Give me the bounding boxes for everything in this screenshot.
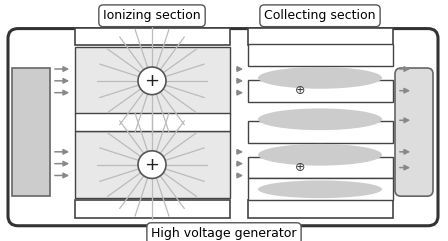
Text: High voltage generator: High voltage generator [151,227,297,240]
Bar [248,200,393,218]
Ellipse shape [258,67,382,89]
Circle shape [138,67,166,95]
Text: ⊕: ⊕ [295,161,305,174]
Bar [12,68,50,196]
Bar [248,178,393,200]
Text: ⊕: ⊕ [295,84,305,97]
Circle shape [138,151,166,178]
Text: Ionizing section: Ionizing section [103,9,201,22]
Text: Collecting section: Collecting section [264,9,376,22]
FancyBboxPatch shape [8,29,438,226]
Text: +: + [145,72,159,90]
Bar [248,157,393,178]
Text: +: + [145,156,159,174]
Bar [248,80,393,101]
Bar [75,28,230,45]
Bar [248,121,393,143]
Bar [75,200,230,218]
Ellipse shape [258,108,382,130]
Bar [75,47,230,114]
Bar [75,113,230,131]
Ellipse shape [258,144,382,166]
Bar [248,44,393,66]
Bar [75,131,230,198]
FancyBboxPatch shape [395,68,433,196]
Ellipse shape [258,181,382,198]
Bar [248,28,393,45]
